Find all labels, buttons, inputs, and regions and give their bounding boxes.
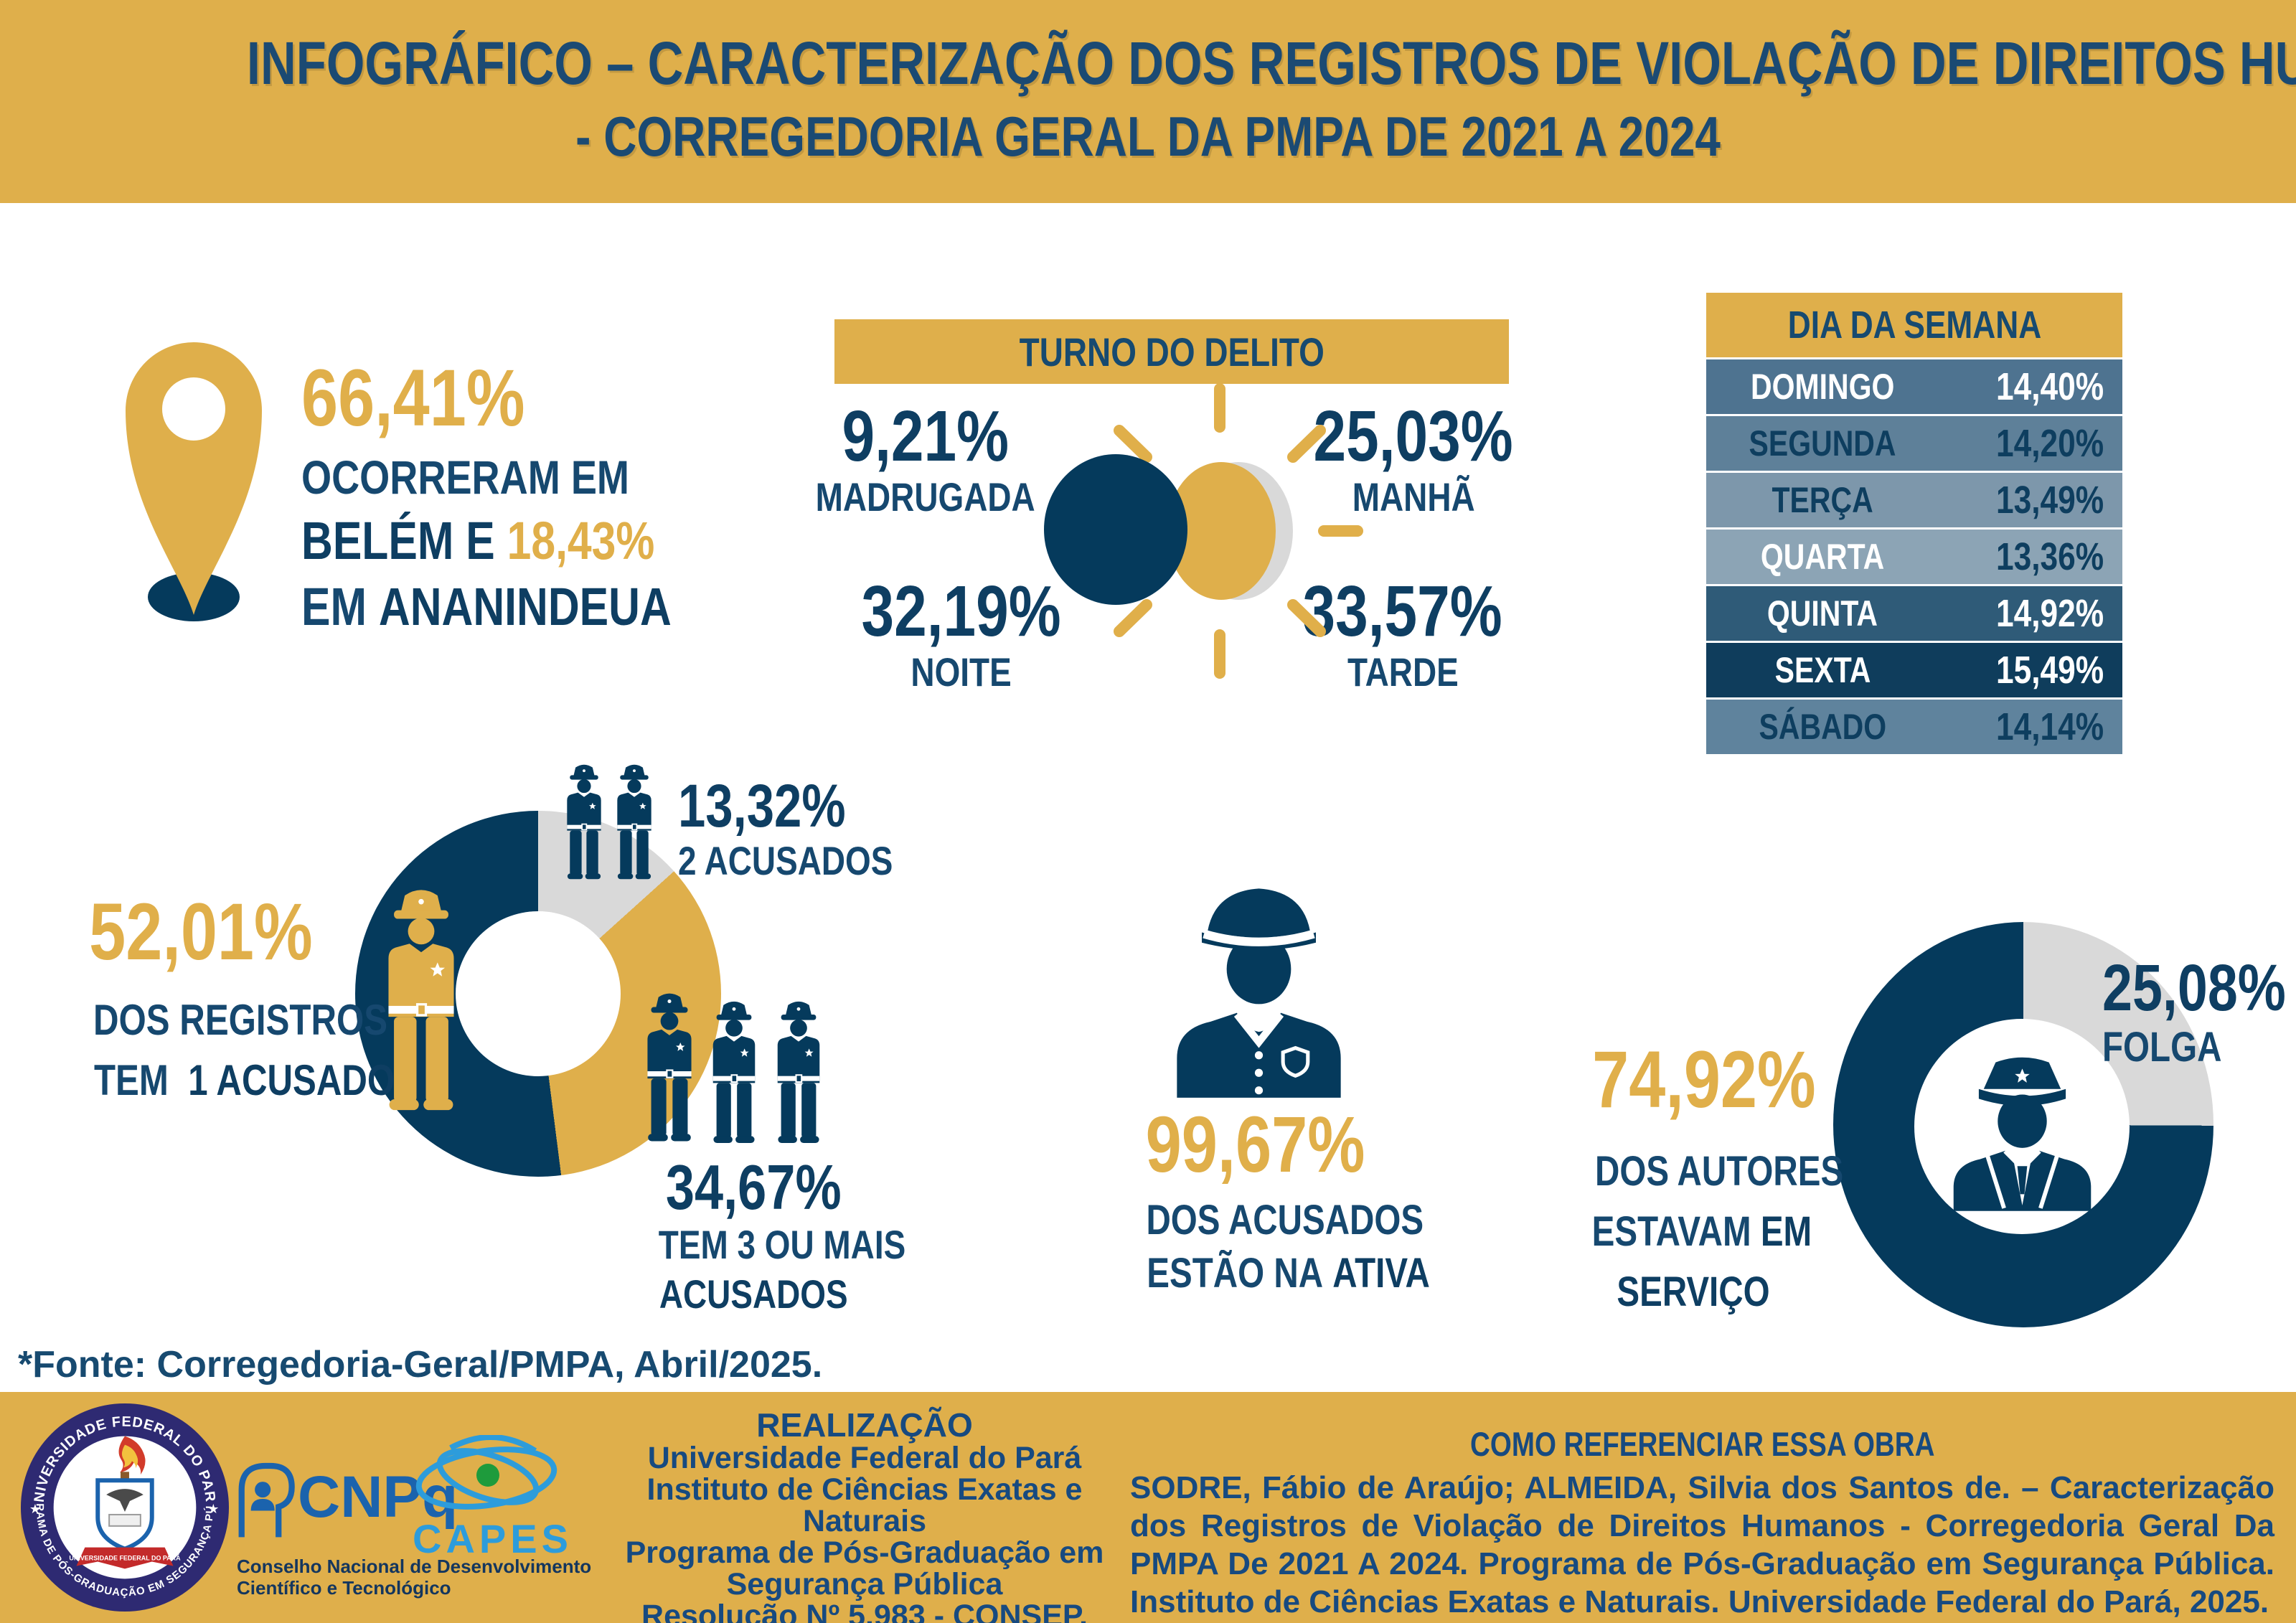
cnpq-subtitle: Conselho Nacional de Desenvolvimento Cie… [237,1556,592,1599]
table-row-quinta: QUINTA 14,92% [1706,586,2122,641]
turno-header-label: TURNO DO DELITO [1019,329,1325,375]
officer-navy-icon [647,993,692,1142]
svg-text:UNIVERSIDADE FEDERAL DO PARÁ: UNIVERSIDADE FEDERAL DO PARÁ [69,1555,181,1562]
weekday-table: DIA DA SEMANA DOMINGO 14,40% SEGUNDA 14,… [1706,293,2122,754]
officer-navy-icon [617,764,651,880]
source-note: *Fonte: Corregedoria-Geral/PMPA, Abril/2… [18,1344,823,1386]
service-stat: 74,92% DOS AUTORES ESTAVAM EM SERVIÇO [1591,1035,1844,1316]
accused-donut-hole [456,911,621,1076]
stat-tarde: 33,57% TARDE [1302,571,1503,695]
svg-text:★: ★ [207,1502,219,1516]
table-row-sabado: SÁBADO 14,14% [1706,700,2122,754]
ativa-stat: 99,67% DOS ACUSADOS ESTÃO NA ATIVA [1146,1101,1430,1297]
location-stat: 66,41% OCORRERAM EM BELÉM E 18,43% EM AN… [301,356,847,640]
officer-navy-icon [567,764,601,880]
page-title-line1: INFOGRÁFICO – CARACTERIZAÇÃO DOS REGISTR… [246,29,2296,97]
cnpq-logo-text: CNPq [298,1464,458,1530]
stat-noite: 32,19% NOITE [861,571,1062,695]
officer-cap-star-icon [1953,1057,2091,1211]
location-line2: BELÉM E 18,43% [301,511,655,570]
table-row-domingo: DOMINGO 14,40% [1706,359,2122,414]
turno-header-bar: TURNO DO DELITO [834,319,1509,384]
weekday-table-header: DIA DA SEMANA [1706,293,2122,357]
page-title-line2: - CORREGEDORIA GERAL DA PMPA DE 2021 A 2… [575,105,1721,168]
realizacao-heading: REALIZAÇÃO [756,1406,973,1444]
two-officers-icons [562,758,657,883]
day-night-icon [1044,383,1363,679]
stat-madrugada: 9,21% MADRUGADA [815,396,1036,519]
table-row-segunda: SEGUNDA 14,20% [1706,416,2122,471]
folga-stat: 25,08% FOLGA [2102,951,2286,1071]
table-row-sexta: SEXTA 15,49% [1706,643,2122,697]
table-row-quarta: QUARTA 13,36% [1706,530,2122,584]
three-accused-stat: 34,67% TEM 3 OU MAIS ACUSADOS [658,1152,906,1317]
capes-logo-text: CAPES [413,1516,573,1561]
citation-heading: COMO REFERENCIAR ESSA OBRA [1469,1425,1935,1463]
svg-text:★: ★ [29,1502,41,1516]
two-accused-stat: 13,32% 2 ACUSADOS [678,772,893,883]
footer-bar [0,1392,2296,1623]
officer-navy-icon [712,1001,756,1144]
capes-swirl-icon [415,1435,557,1510]
three-officers-icons [641,984,827,1148]
map-pin-icon [126,342,262,621]
service-pie-center [1914,1019,2130,1234]
citation-block: COMO REFERENCIAR ESSA OBRA SODRE, Fábio … [1130,1424,2274,1621]
moon [1044,454,1187,605]
cnpq-head-icon [238,1462,295,1538]
stat-manha: 25,03% MANHÃ [1313,396,1514,519]
table-row-terca: TERÇA 13,49% [1706,473,2122,527]
officer-bust-icon [1177,888,1341,1098]
sun [1167,462,1276,600]
location-line3: EM ANANINDEUA [301,577,672,636]
citation-text: SODRE, Fábio de Araújo; ALMEIDA, Silvia … [1130,1470,2274,1619]
realizacao-block: REALIZAÇÃO Universidade Federal do Pará … [625,1406,1104,1623]
belem-percentage: 66,41% [301,353,525,443]
officer-gold-icon [388,890,454,1111]
ufpa-seal-logo: UNIVERSIDADE FEDERAL DO PARÁ PROGRAMA DE… [18,1401,230,1612]
officer-navy-icon [777,1001,820,1144]
location-line1: OCORRERAM EM [301,451,630,504]
one-accused-stat: 52,01% DOS REGISTROS TEM 1 ACUSADO [89,887,395,1105]
title-banner: INFOGRÁFICO – CARACTERIZAÇÃO DOS REGISTR… [0,0,2296,203]
